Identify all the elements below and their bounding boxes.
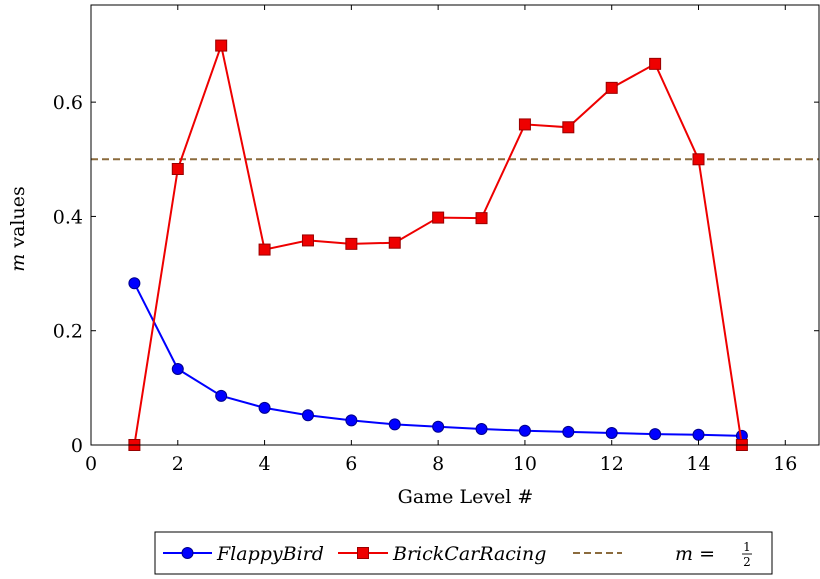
point-flappybird-14 xyxy=(692,428,705,441)
point-brickcarracing-8 xyxy=(432,211,445,224)
y-tick-label-2: 0.4 xyxy=(53,206,83,228)
legend-ref-var: m xyxy=(675,543,693,565)
point-brickcarracing-14 xyxy=(692,153,705,166)
legend-ref-eq: = xyxy=(693,543,715,565)
y-axis-label-rest: values xyxy=(7,186,29,253)
legend: FlappyBird BrickCarRacing m = 1 2 xyxy=(154,531,773,575)
x-tick-label-4: 4 xyxy=(259,453,271,475)
legend-ref-numerator: 1 xyxy=(743,540,751,554)
y-axis-label: m values xyxy=(7,186,29,271)
series-line-brickcarracing xyxy=(133,41,743,446)
x-tick-label-2: 2 xyxy=(172,453,184,475)
point-flappybird-4 xyxy=(258,401,271,414)
legend-marker-brickcarracing xyxy=(357,547,369,559)
point-flappybird-6 xyxy=(345,414,358,427)
point-brickcarracing-2 xyxy=(171,163,184,175)
point-flappybird-5 xyxy=(301,409,314,422)
point-brickcarracing-13 xyxy=(649,57,662,70)
x-tick-label-6: 6 xyxy=(345,453,357,475)
x-tick-label-12: 12 xyxy=(600,453,624,475)
legend-label-reference: m = xyxy=(675,543,715,565)
x-tick-label-0: 0 xyxy=(85,453,97,475)
legend-entry-flappybird: FlappyBird xyxy=(163,543,324,565)
point-brickcarracing-6 xyxy=(345,237,358,250)
legend-ref-denominator: 2 xyxy=(743,555,751,569)
plot-content xyxy=(91,39,819,451)
y-axis-ticks: 0 0.2 0.4 0.6 xyxy=(53,92,819,457)
point-brickcarracing-5 xyxy=(301,234,314,247)
x-tick-label-14: 14 xyxy=(686,453,710,475)
point-brickcarracing-3 xyxy=(215,39,228,52)
x-axis-ticks: 0 2 4 6 8 10 12 14 16 xyxy=(85,5,797,475)
x-tick-label-8: 8 xyxy=(432,453,444,475)
point-flappybird-13 xyxy=(649,428,662,441)
series-line-flappybird xyxy=(133,282,742,437)
x-tick-label-16: 16 xyxy=(773,453,797,475)
y-tick-label-1: 0.2 xyxy=(53,321,83,343)
legend-entry-reference: m = 1 2 xyxy=(573,540,752,569)
legend-entry-brickcarracing: BrickCarRacing xyxy=(338,543,546,565)
point-flappybird-8 xyxy=(432,420,445,433)
point-brickcarracing-12 xyxy=(605,81,618,94)
point-flappybird-9 xyxy=(475,423,488,435)
legend-frame xyxy=(154,531,773,575)
point-flappybird-2 xyxy=(171,363,184,375)
x-axis-label: Game Level # xyxy=(398,486,534,508)
point-flappybird-1 xyxy=(128,277,141,290)
y-axis-label-italic: m xyxy=(7,254,29,272)
point-flappybird-11 xyxy=(562,425,575,438)
point-brickcarracing-4 xyxy=(258,243,271,256)
point-flappybird-7 xyxy=(388,418,401,431)
legend-marker-flappybird xyxy=(181,547,194,559)
legend-label-flappybird: FlappyBird xyxy=(216,543,324,565)
point-brickcarracing-7 xyxy=(388,236,401,249)
point-brickcarracing-11 xyxy=(562,121,575,134)
legend-label-brickcarracing: BrickCarRacing xyxy=(392,543,546,565)
point-brickcarracing-10 xyxy=(518,118,531,131)
point-flappybird-12 xyxy=(605,427,618,439)
x-tick-label-10: 10 xyxy=(513,453,537,475)
point-flappybird-3 xyxy=(215,389,228,402)
y-tick-label-3: 0.6 xyxy=(53,92,83,114)
axes-frame xyxy=(90,4,820,446)
point-brickcarracing-9 xyxy=(475,212,488,225)
y-tick-label-0: 0 xyxy=(71,435,83,457)
point-flappybird-10 xyxy=(518,424,531,437)
